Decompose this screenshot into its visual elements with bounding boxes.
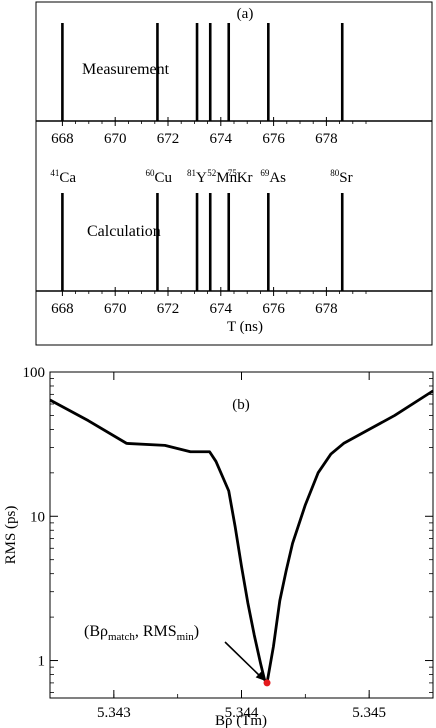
x-tick-label: 676 (262, 301, 285, 317)
panel-a-label: (a) (237, 6, 254, 22)
x-tick-label: 5.344 (225, 705, 259, 721)
y-tick-label: 10 (30, 509, 45, 525)
isotope-label: 75Kr (228, 168, 253, 186)
measurement-label: Measurement (82, 61, 170, 78)
isotope-label: 60Cu (145, 168, 172, 186)
isotope-label: 81Y (187, 168, 207, 186)
x-tick-label: 676 (262, 131, 285, 147)
isotope-label: 69As (260, 168, 286, 186)
isotope-label: 41Ca (50, 168, 76, 186)
x-tick-label: 674 (210, 131, 233, 147)
calculation-label: Calculation (87, 223, 161, 240)
annotation-arrow (224, 641, 263, 679)
x-tick-label: 678 (315, 131, 338, 147)
panel-b-label: (b) (232, 397, 250, 413)
x-tick-label: 672 (157, 131, 180, 147)
x-tick-label: 5.345 (352, 705, 386, 721)
measurement-bars (61, 23, 344, 121)
x-tick-label: 670 (104, 131, 127, 147)
x-tick-label: 674 (210, 301, 233, 317)
panel-b-ylabel: RMS (ps) (3, 506, 19, 565)
panel-a-xlabel: T (ns) (227, 319, 263, 335)
isotope-label: 52Mn (207, 168, 237, 186)
panel-b: (b) 1 10 100 5.343 5.344 5.345 (Bρmatch, RMS… (3, 365, 434, 728)
x-tick-label: 672 (157, 301, 180, 317)
panel-a-top-ticks: 668 670 672 674 676 678 (51, 117, 367, 147)
panel-b-yticks: 1 10 100 (23, 365, 433, 693)
y-tick-label: 1 (38, 654, 46, 670)
panel-b-xlabel: Bρ (Tm) (215, 713, 267, 728)
x-tick-label: 670 (104, 301, 127, 317)
annotation-arrowhead (255, 671, 265, 681)
x-tick-label: 5.343 (97, 705, 131, 721)
x-tick-label: 678 (315, 301, 338, 317)
panel-b-xticks: 5.343 5.344 5.345 (49, 372, 434, 721)
calculation-bars (61, 193, 344, 291)
min-annotation: (Bρmatch, RMSmin) (84, 623, 271, 687)
minimum-point (263, 679, 271, 687)
panel-a-bottom-ticks: 668 670 672 674 676 678 (51, 287, 367, 317)
x-tick-label: 668 (51, 301, 74, 317)
isotope-label: 80Sr (330, 168, 352, 186)
annotation-text: (Bρmatch, RMSmin) (84, 623, 199, 643)
x-tick-label: 668 (51, 131, 74, 147)
y-tick-label: 100 (23, 365, 46, 381)
rms-curve (49, 389, 434, 685)
panel-a-bottom-frame (35, 120, 433, 346)
panel-a-top: (a) Measurement 668 670 672 674 676 678 (35, 1, 433, 147)
panel-b-frame (49, 371, 434, 699)
